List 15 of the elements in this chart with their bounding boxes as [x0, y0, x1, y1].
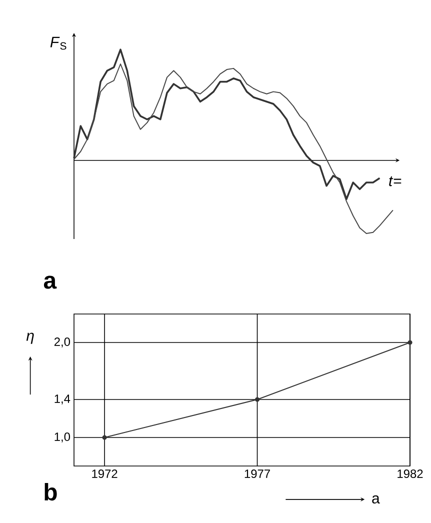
x-axis-title: a	[372, 495, 380, 504]
text: b	[44, 483, 57, 501]
text: a	[44, 276, 57, 289]
x-axis-title: t=	[389, 176, 402, 186]
y-tick-label: 1,0	[54, 432, 70, 442]
x-tick-label: 1977	[244, 470, 270, 478]
y-tick-label: 1,4	[54, 394, 70, 404]
x-tick-label: 1972	[92, 470, 118, 478]
point	[102, 435, 107, 440]
y-axis-title: η	[26, 332, 34, 344]
y-tick-label: 2,0	[54, 338, 70, 348]
x-tick-label: 1982	[398, 470, 423, 478]
y-axis-title: F$_{S}$	[50, 36, 66, 50]
point	[408, 340, 412, 345]
point	[254, 397, 260, 402]
